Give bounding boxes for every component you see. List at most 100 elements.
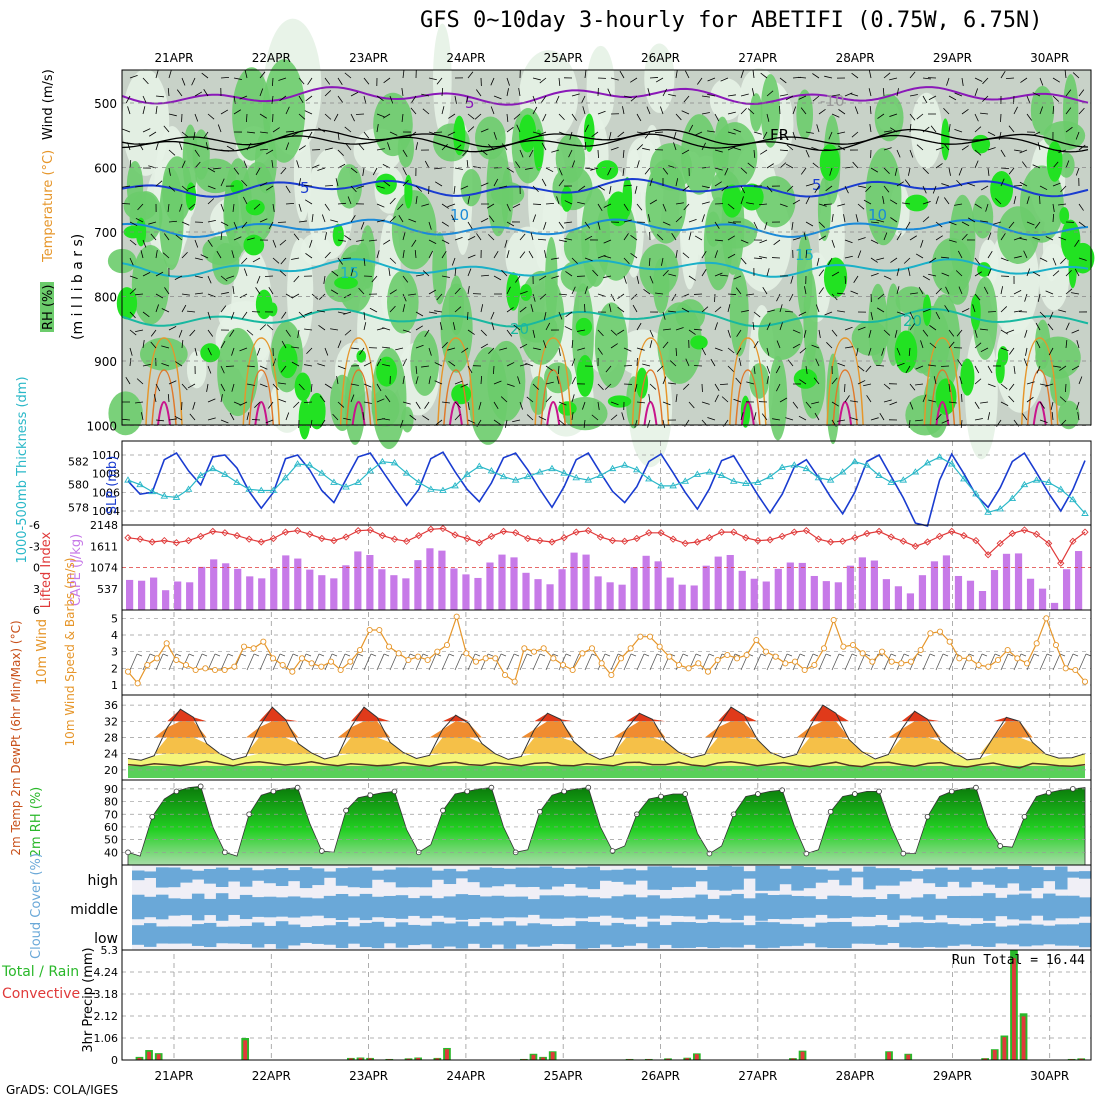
pressure-tick-label: 500 [94,97,117,111]
wind-barb [1078,144,1086,151]
wind-barb [401,88,404,97]
wind-barb [779,77,787,84]
wind-barb [856,347,859,356]
wind-barb [894,167,898,176]
wind-barb [727,293,737,295]
wind-barb [189,413,196,421]
wind-barb [1032,236,1041,241]
wind-barb [181,185,189,192]
rh-tick-label: 80 [104,796,118,809]
wind-barb [584,257,593,262]
wind-barb [259,113,267,119]
wind-barb [792,106,797,115]
wind-barb [740,310,749,313]
date-label-bottom: 29APR [933,1069,972,1083]
cloud-block [863,926,876,944]
wind-barb [242,196,248,205]
lifted-index-line-point [802,527,811,535]
cape-bar [966,580,975,610]
wind-barb [1052,182,1061,187]
wind-barb [285,412,290,421]
rh-bright-patch [636,367,649,399]
cape-tick-label: 1611 [90,540,118,553]
wind-barb [506,203,511,212]
pressure-tick-label: 900 [94,355,117,369]
wind-barb [265,419,274,424]
wind-barb [844,346,853,349]
wind-barb [129,347,133,356]
wind-barb [402,304,406,313]
wind-barb [350,383,359,386]
wind-barb [467,268,472,277]
wind-barb [506,362,515,367]
wind-barb [480,218,489,223]
wind-barb [974,293,981,301]
surface-wind-barb [318,653,325,657]
wind-speed-line-point [424,656,431,664]
wind-barb [251,419,261,421]
wind-barb [168,185,176,192]
wind-barb [707,417,716,421]
wind-barb [710,358,716,367]
wind-barb [714,239,723,242]
surface-wind-barb [656,653,663,657]
cloud-block [587,897,601,917]
wind-barb [137,203,144,211]
wind-barb [499,347,508,351]
precip-convective-bar [445,1049,449,1060]
cape-bar [882,579,890,610]
wind-barb [226,145,235,151]
thickness-line-point [1069,495,1077,503]
rh-bright-patch [506,272,521,311]
contour-label: FR [770,126,789,144]
wind-barb [382,418,391,421]
slp-tick-label: 1004 [92,505,120,518]
wind-barb [838,109,846,115]
wind-barb [434,362,443,367]
wind-barb [843,214,846,223]
cloud-block [287,870,301,882]
wind-barb [1039,311,1046,318]
wind-barb [350,91,359,97]
wind-barb [324,203,330,211]
cape-bar [918,575,927,610]
wind-barb [955,270,963,277]
thickness-line-point [560,469,568,476]
wind-barb [630,252,638,259]
wind-speed-line-point [511,678,518,685]
wind-barb [584,303,586,313]
wind-barb [662,203,667,212]
wind-barb [480,149,488,156]
surface-wind-barb [246,653,255,671]
surface-wind-barb [825,653,832,657]
wind-barb [493,275,502,281]
wind-barb [388,268,391,277]
wind-barb [480,128,489,133]
wind-barb [424,160,430,169]
wind-barb [974,257,981,265]
wind-barb [1032,92,1041,97]
wind-barb [766,347,770,356]
wind-speed-line-point [124,668,132,675]
cloud-level-label: low [94,931,118,947]
wind-barb [983,286,989,295]
wind-barb [337,365,346,370]
surface-wind-barb [1020,653,1027,657]
wind-barb [376,148,385,151]
wind-barb [1026,221,1035,226]
cloud-block [755,865,768,891]
wind-barb [1065,288,1073,295]
contour-label: 20 [510,320,529,338]
precip-convective-bar [358,1057,363,1060]
wind-barb [786,144,794,151]
wind-barb [916,144,924,151]
wind-barb [501,143,508,151]
wind-barb [402,275,409,283]
wind-barb [345,143,352,151]
wind-barb [389,131,398,136]
cloud-block [947,924,960,946]
wind-barb [766,185,773,193]
wind-barb [343,311,352,315]
wind-barb [324,90,332,97]
thickness-line-point [330,478,338,485]
